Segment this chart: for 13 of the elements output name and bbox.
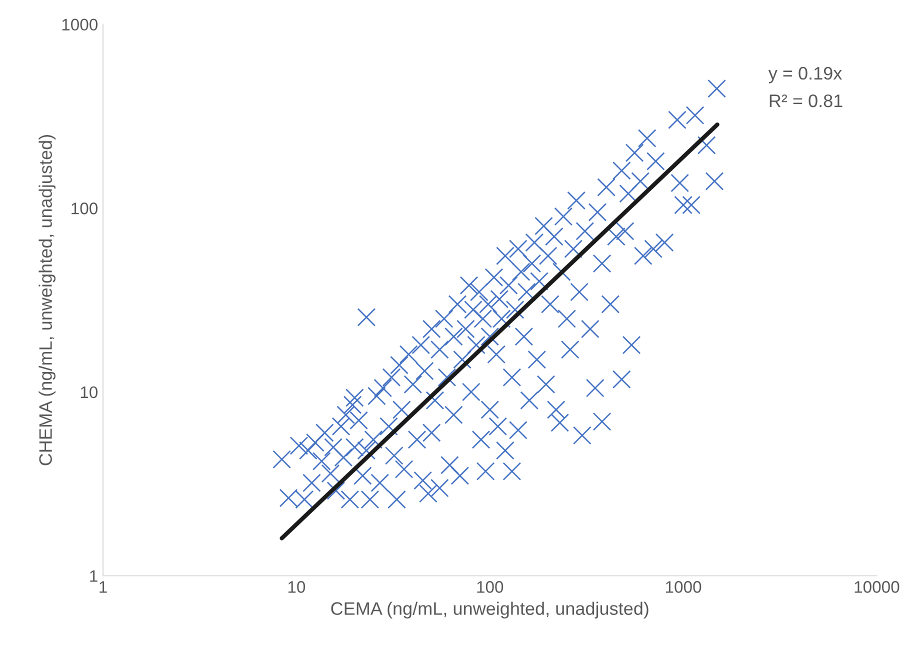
y-tick-label: 1 xyxy=(90,570,98,582)
x-tick-label: 10 xyxy=(288,581,306,593)
y-tick-label: 1000 xyxy=(62,18,98,31)
y-tick-label: 100 xyxy=(72,202,98,214)
annotation: y = 0.19x xyxy=(768,66,842,84)
x-tick-label: 1000 xyxy=(666,581,702,593)
annotation: R² = 0.81 xyxy=(770,94,842,108)
y-tick-label: 10 xyxy=(80,386,98,398)
x-tick-label: 100 xyxy=(477,581,504,593)
y-axis-title: CHEMA (ng/mL, unweighted, unadjusted) xyxy=(38,135,56,466)
x-tick-label: 10000 xyxy=(854,581,900,593)
x-tick-label: 1 xyxy=(100,581,107,593)
x-axis-title: CEMA (ng/mL, unweighted, unadjusted) xyxy=(331,602,648,619)
